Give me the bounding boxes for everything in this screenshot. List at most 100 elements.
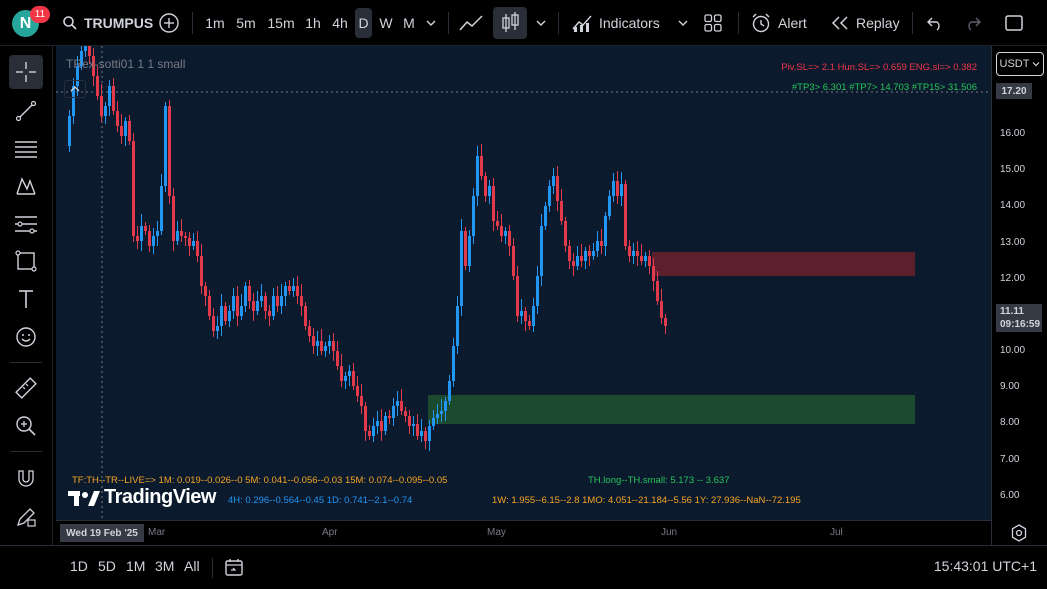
- demand-zone[interactable]: [428, 395, 915, 424]
- timezone-clock[interactable]: 15:43:01 UTC+1: [933, 558, 1037, 574]
- price-tick: 6.00: [1000, 490, 1020, 501]
- range-all[interactable]: All: [184, 558, 200, 574]
- line-chart-button[interactable]: [458, 0, 484, 46]
- indicator-title[interactable]: TRex-sotti01 1 1 small: [66, 57, 186, 71]
- timeframe-15m[interactable]: 15m: [267, 15, 295, 31]
- redo-button[interactable]: [964, 0, 982, 46]
- compare-button[interactable]: [158, 0, 180, 46]
- trend-line-tool[interactable]: [9, 94, 43, 128]
- candle-body: [152, 236, 155, 246]
- candle-body: [444, 401, 447, 411]
- candle-body: [68, 116, 71, 146]
- candles-button[interactable]: [493, 7, 527, 39]
- candle-body: [292, 286, 295, 291]
- candle-body: [176, 231, 179, 241]
- candlestick-chart[interactable]: [56, 46, 991, 520]
- candle-body: [112, 86, 115, 111]
- candle-body: [124, 121, 127, 136]
- candle-body: [648, 256, 651, 266]
- candle-body: [260, 296, 263, 301]
- price-tick: 7.00: [1000, 454, 1020, 465]
- candle-body: [296, 286, 299, 296]
- emoji-tool[interactable]: [9, 320, 43, 354]
- text-tool[interactable]: [9, 282, 43, 316]
- candle-body: [440, 411, 443, 414]
- timeframe-d[interactable]: D: [355, 8, 372, 38]
- candle-body: [468, 236, 471, 266]
- alert-button[interactable]: Alert: [750, 0, 807, 46]
- templates-button[interactable]: [704, 0, 722, 46]
- timeframe-w[interactable]: W: [379, 15, 393, 31]
- candle-body: [272, 296, 275, 316]
- candle-body: [268, 311, 271, 316]
- fullscreen-button[interactable]: [1004, 0, 1024, 46]
- shape-tool[interactable]: [9, 244, 43, 278]
- divider: [10, 362, 42, 363]
- timeframe-5m[interactable]: 5m: [236, 15, 256, 31]
- time-axis[interactable]: Wed 19 Feb '25 Mar Apr May Jun Jul: [56, 520, 991, 545]
- candle-body: [372, 426, 375, 436]
- crosshair-tool[interactable]: [9, 55, 43, 89]
- collapse-legend-button[interactable]: [64, 80, 86, 98]
- candle-body: [164, 106, 167, 186]
- chevron-down-icon: [678, 20, 688, 26]
- candle-body: [312, 336, 315, 346]
- candle-body: [508, 231, 511, 246]
- pattern-tool[interactable]: [9, 169, 43, 203]
- undo-button[interactable]: [926, 0, 944, 46]
- indicators-dropdown[interactable]: [677, 0, 689, 46]
- range-3m[interactable]: 3M: [155, 558, 175, 574]
- range-1d[interactable]: 1D: [70, 558, 88, 574]
- drawing-toolbar: [0, 46, 53, 589]
- candle-body: [416, 424, 419, 436]
- timeframe-4h[interactable]: 4h: [332, 15, 348, 31]
- candle-body: [348, 371, 351, 376]
- timeframe-1m[interactable]: 1m: [205, 15, 225, 31]
- magnet-tool[interactable]: [9, 462, 43, 496]
- go-to-date-button[interactable]: [224, 557, 244, 582]
- candle-body: [244, 286, 247, 306]
- range-5d[interactable]: 5D: [98, 558, 116, 574]
- candle-body: [376, 421, 379, 426]
- candle-body: [424, 431, 427, 441]
- crosshair-price-label: 17.20: [996, 83, 1032, 99]
- horizontal-lines-tool[interactable]: [9, 132, 43, 166]
- symbol-search[interactable]: TRUMPUS: [62, 0, 153, 46]
- candle-body: [264, 296, 267, 311]
- measure-tool[interactable]: [9, 371, 43, 405]
- candle-body: [76, 66, 79, 86]
- candle-body: [572, 261, 575, 266]
- chart-pane[interactable]: TRex-sotti01 1 1 small Piv.SL=> 2.1 Hun.…: [56, 46, 991, 520]
- candle-body: [240, 306, 243, 316]
- tf-thresholds-row3: 1W: 1.955--6.15--2.8 1MO: 4.051--21.184-…: [492, 495, 801, 506]
- candle-body: [460, 231, 463, 306]
- chevron-down-icon: [536, 20, 546, 26]
- candle-body: [208, 296, 211, 316]
- price-tick: 13.00: [1000, 237, 1026, 248]
- range-1m[interactable]: 1M: [126, 558, 146, 574]
- candle-body: [428, 426, 431, 441]
- candle-body: [604, 216, 607, 246]
- rewind-icon: [831, 16, 848, 30]
- divider: [912, 12, 913, 34]
- replay-button[interactable]: Replay: [830, 0, 900, 46]
- chart-settings-button[interactable]: [1010, 524, 1028, 547]
- candle-body: [224, 306, 227, 321]
- draw-mode-tool[interactable]: [9, 500, 43, 534]
- zoom-tool[interactable]: [9, 409, 43, 443]
- candle-body: [432, 418, 435, 426]
- price-axis[interactable]: USDT 17.20 16.00 15.00 14.00 13.00 12.00 10.0…: [991, 46, 1047, 545]
- fib-tool[interactable]: [9, 207, 43, 241]
- candle-body: [160, 186, 163, 231]
- price-tick: 12.00: [1000, 273, 1026, 284]
- currency-selector[interactable]: USDT: [996, 52, 1044, 76]
- timeframe-1h[interactable]: 1h: [305, 15, 321, 31]
- supply-zone[interactable]: [652, 252, 915, 276]
- symbol-name: TRUMPUS: [84, 15, 154, 31]
- undo-icon: [927, 17, 940, 31]
- indicators-button[interactable]: Indicators: [571, 0, 660, 46]
- timeframe-m[interactable]: M: [403, 15, 415, 31]
- candle-body: [384, 416, 387, 431]
- chart-type-dropdown[interactable]: [535, 0, 547, 46]
- timeframe-dropdown[interactable]: [425, 0, 437, 46]
